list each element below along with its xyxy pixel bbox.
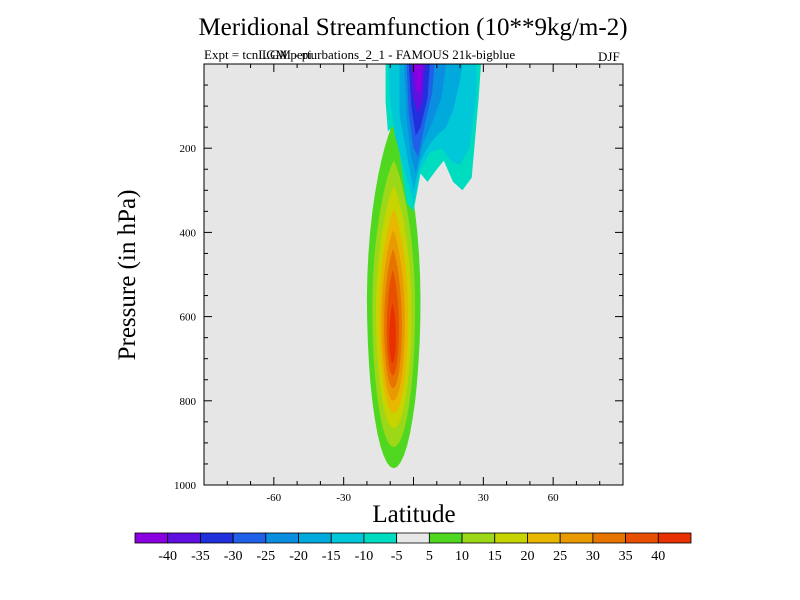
negative-band-8: [413, 64, 423, 94]
x-tick-label-30: 30: [478, 492, 490, 504]
colorbar-swatch-17: [657, 532, 692, 544]
colorbar-label-13: 25: [553, 549, 567, 564]
colorbar-label-12: 20: [520, 549, 534, 564]
colorbar-swatch-13: [527, 532, 561, 544]
colorbar-swatch-15: [592, 532, 626, 544]
colorbar-swatch-8: [363, 532, 398, 544]
colorbar-swatch-11: [461, 532, 496, 544]
colorbar-swatch-4: [232, 532, 267, 544]
colorbar-swatch-16: [625, 532, 659, 544]
colorbar-swatch-12: [494, 532, 528, 544]
colorbar-label-3: -30: [224, 549, 243, 564]
colorbar-label-5: -20: [289, 549, 308, 564]
colorbar-label-10: 10: [455, 549, 469, 564]
colorbar-swatch-1: [134, 532, 169, 544]
colorbar-label-2: -35: [191, 549, 210, 564]
colorbar-swatch-5: [265, 532, 299, 544]
positive-band-8: [389, 304, 396, 363]
chart-subtitle-overlap: LGM - pi: [262, 47, 312, 62]
season-label: DJF: [598, 49, 620, 64]
colorbar-label-6: -15: [322, 549, 341, 564]
x-tick-label-60: 60: [548, 492, 560, 504]
colorbar-swatch-14: [559, 532, 594, 544]
colorbar-label-16: 40: [651, 549, 665, 564]
colorbar-label-7: -10: [355, 549, 374, 564]
x-tick-label--60: -60: [266, 492, 281, 504]
y-tick-label-1000: 1000: [174, 480, 197, 492]
colorbar-label-11: 15: [488, 549, 502, 564]
colorbar-swatch-3: [200, 532, 234, 544]
colorbar-label-14: 30: [586, 549, 600, 564]
colorbar-label-8: -5: [391, 549, 403, 564]
colorbar-swatch-7: [330, 532, 365, 544]
colorbar-label-4: -25: [256, 549, 275, 564]
y-tick-label-800: 800: [180, 396, 197, 408]
x-tick-label--30: -30: [336, 492, 351, 504]
colorbar-swatch-2: [167, 532, 201, 544]
colorbar-label-1: -40: [158, 549, 177, 564]
colorbar-swatch-6: [298, 532, 332, 544]
chart-title: Meridional Streamfunction (10**9kg/m-2): [198, 14, 628, 41]
y-tick-label-400: 400: [180, 227, 197, 239]
axis-ticks: -60 -30 30 60 200 400 600 800 1000: [174, 64, 623, 504]
contour-layer: [366, 64, 481, 469]
colorbar: -40 -35 -30 -25 -20 -15 -10 -5 5 10 15 20 25 30 35 40: [134, 532, 692, 564]
colorbar-label-15: 35: [619, 549, 633, 564]
y-tick-label-600: 600: [180, 312, 197, 324]
x-axis-label: Latitude: [372, 501, 456, 528]
y-tick-label-200: 200: [180, 143, 197, 155]
chart-subtitle: Expt = tcnLGM perturbations_2_1 - FAMOUS…: [204, 47, 516, 62]
colorbar-label-9: 5: [426, 549, 433, 564]
colorbar-swatch-9: [396, 532, 430, 544]
colorbar-swatch-10: [428, 532, 463, 544]
